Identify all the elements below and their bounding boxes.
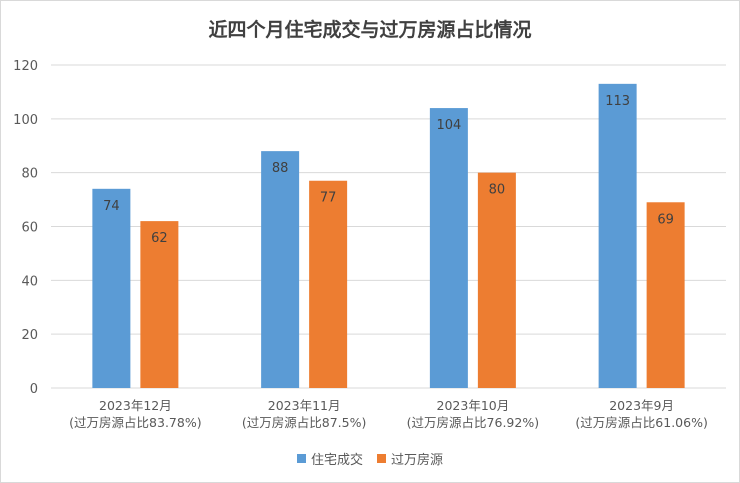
bar-series1 (261, 151, 300, 388)
x-tick-label: 2023年12月 (99, 398, 172, 413)
bar-series2 (140, 221, 179, 388)
data-label: 113 (605, 94, 630, 109)
legend-label-series1: 住宅成交 (310, 453, 363, 468)
data-label: 88 (272, 161, 289, 176)
data-label: 62 (151, 231, 168, 246)
bar-series2 (309, 180, 348, 388)
bar-series1 (92, 188, 131, 388)
x-tick-label: (过万房源占比61.06%) (575, 415, 707, 430)
chart-title: 近四个月住宅成交与过万房源占比情况 (208, 19, 532, 41)
y-tick-label: 80 (21, 167, 38, 182)
x-tick-label: (过万房源占比87.5%) (242, 415, 366, 430)
bar-series1 (598, 83, 637, 388)
bar-series2 (477, 172, 516, 388)
y-tick-label: 100 (13, 113, 38, 128)
data-label: 104 (436, 118, 461, 133)
y-tick-label: 20 (21, 328, 38, 343)
y-tick-label: 60 (21, 221, 38, 236)
x-tick-label: 2023年10月 (437, 398, 510, 413)
x-tick-label: 2023年11月 (268, 398, 341, 413)
data-label: 69 (657, 212, 674, 227)
bar-series2 (646, 202, 685, 388)
chart-legend: 住宅成交 过万房源 (1, 449, 739, 468)
x-tick-label: (过万房源占比83.78%) (69, 415, 201, 430)
data-label: 74 (103, 199, 120, 214)
legend-label-series2: 过万房源 (391, 453, 444, 468)
x-tick-label: 2023年9月 (609, 398, 674, 413)
y-tick-label: 40 (21, 274, 38, 289)
data-label: 80 (489, 183, 506, 198)
legend-swatch-series1 (296, 454, 306, 463)
bar-series1 (429, 108, 468, 389)
legend-item-series1: 住宅成交 (296, 449, 363, 468)
data-label: 77 (320, 191, 337, 206)
y-tick-label: 0 (30, 382, 38, 397)
x-tick-label: (过万房源占比76.92%) (407, 415, 539, 430)
legend-item-series2: 过万房源 (377, 449, 443, 468)
y-tick-label: 120 (13, 59, 38, 74)
legend-swatch-series2 (377, 454, 386, 463)
